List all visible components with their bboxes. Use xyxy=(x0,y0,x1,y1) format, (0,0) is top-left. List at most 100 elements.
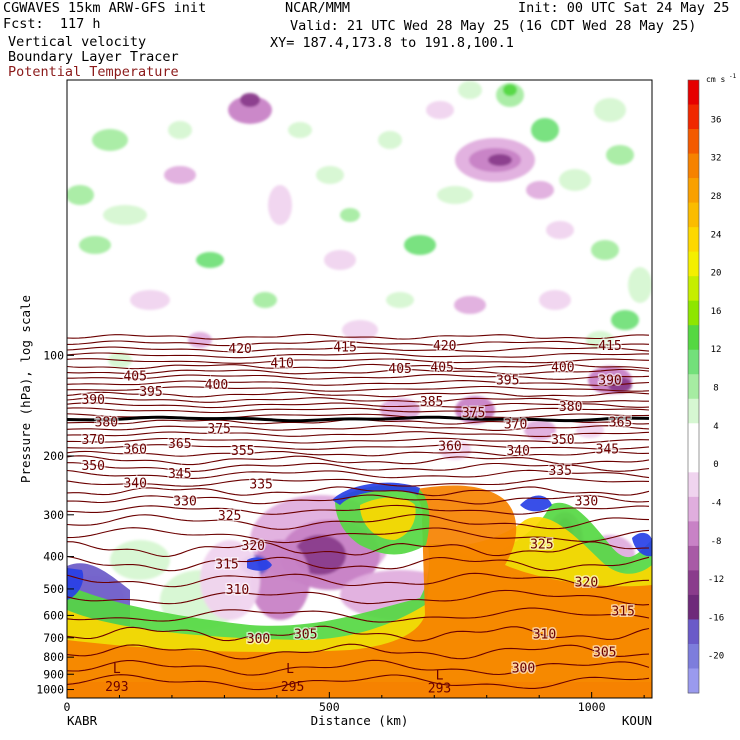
cross-section-endpoints: XY= 187.4,173.8 to 191.8,100.1 xyxy=(270,35,514,51)
theta-contour xyxy=(67,494,650,505)
theta-label: 375 xyxy=(207,422,230,437)
colorbar-tick-label: 28 xyxy=(711,192,722,202)
colorbar-tick-label: -12 xyxy=(708,575,724,585)
theta-label: 345 xyxy=(168,467,191,482)
theta-label: 330 xyxy=(575,495,598,510)
theta-contour xyxy=(67,674,650,691)
colorbar-swatch xyxy=(688,374,699,400)
colorbar-tick-label: 0 xyxy=(713,460,718,470)
velocity-cell xyxy=(503,84,517,96)
theta-contour xyxy=(67,572,650,588)
colorbar-swatch xyxy=(688,349,699,375)
theta-label: 350 xyxy=(81,459,104,474)
colorbar-swatch xyxy=(688,178,699,204)
y-tick-label: 900 xyxy=(43,667,64,681)
colorbar-swatch xyxy=(688,521,699,547)
x-tick-label: 1000 xyxy=(578,700,606,714)
velocity-cell xyxy=(454,296,486,314)
field-boundary-layer-tracer: Boundary Layer Tracer xyxy=(8,49,179,65)
velocity-cell xyxy=(628,267,652,303)
colorbar-tick-label: -4 xyxy=(711,498,722,508)
velocity-cell xyxy=(488,154,512,166)
theta-contour xyxy=(67,541,650,557)
velocity-cell xyxy=(103,205,147,225)
theta-contour xyxy=(67,607,650,623)
colorbar-swatch xyxy=(688,276,699,302)
colorbar-tick-label: 36 xyxy=(711,115,722,125)
colorbar-tick-label: 16 xyxy=(711,307,722,317)
theta-label: 335 xyxy=(249,478,272,493)
colorbar-unit: cm s xyxy=(706,75,725,84)
surface-label: L xyxy=(286,662,294,677)
colorbar-swatch xyxy=(688,153,699,179)
theta-label: 420 xyxy=(228,342,251,357)
y-tick-label: 200 xyxy=(43,449,64,463)
theta-contour xyxy=(67,486,650,497)
velocity-cell xyxy=(340,208,360,222)
theta-contour xyxy=(67,469,650,479)
surface-label: L xyxy=(113,662,121,677)
theta-label: 315 xyxy=(215,558,238,573)
colorbar-swatch xyxy=(688,619,699,645)
left-station-label: KABR xyxy=(67,713,98,728)
theta-contour xyxy=(67,380,650,386)
velocity-cell xyxy=(404,235,436,255)
theta-label: 340 xyxy=(506,444,529,459)
colorbar-swatch xyxy=(688,104,699,130)
y-tick-label: 600 xyxy=(43,608,64,622)
theta-label: 315 xyxy=(611,604,634,619)
velocity-cell xyxy=(378,131,402,149)
velocity-cell xyxy=(386,292,414,308)
velocity-cell xyxy=(168,121,192,139)
colorbar-tick-label: -16 xyxy=(708,613,724,623)
valid-time: Valid: 21 UTC Wed 28 May 25 (16 CDT Wed … xyxy=(290,18,697,34)
surface-label: 293 xyxy=(428,681,451,696)
theta-contour xyxy=(67,527,650,544)
theta-label: 340 xyxy=(123,476,146,491)
theta-label: 415 xyxy=(598,339,621,354)
colorbar-swatch xyxy=(688,398,699,424)
colorbar-swatch xyxy=(688,423,699,449)
theta-contour xyxy=(67,625,650,642)
organization: NCAR/MMM xyxy=(285,0,351,16)
y-tick-label: 800 xyxy=(43,650,64,664)
surface-label: 295 xyxy=(281,680,304,695)
theta-label: 405 xyxy=(388,362,411,377)
velocity-cell xyxy=(539,290,571,310)
theta-label: 305 xyxy=(593,646,616,661)
velocity-cell xyxy=(240,93,260,107)
theta-contour xyxy=(67,407,650,414)
colorbar-tick-label: -20 xyxy=(708,652,724,662)
y-tick-label: 1000 xyxy=(36,683,64,697)
colorbar-tick-label: 12 xyxy=(711,345,722,355)
theta-label: 300 xyxy=(247,632,270,647)
velocity-cell xyxy=(426,101,454,119)
velocity-cell xyxy=(606,145,634,165)
theta-contour xyxy=(67,402,650,409)
theta-contour xyxy=(67,462,650,472)
theta-contour xyxy=(67,555,650,572)
colorbar-swatch xyxy=(688,80,699,106)
theta-contour xyxy=(67,425,650,431)
theta-contour xyxy=(67,346,650,353)
colorbar-swatch xyxy=(688,251,699,277)
y-tick-label: 300 xyxy=(43,508,64,522)
velocity-cell xyxy=(253,292,277,308)
colorbar-tick-label: 24 xyxy=(711,230,722,240)
velocity-cell xyxy=(196,252,224,268)
theta-label: 310 xyxy=(226,583,249,598)
theta-label: 320 xyxy=(242,539,265,554)
velocity-cell xyxy=(611,310,639,330)
theta-contour xyxy=(67,368,650,375)
theta-label: 335 xyxy=(548,464,571,479)
theta-contour xyxy=(67,589,650,606)
surface-label: 293 xyxy=(105,680,128,695)
theta-label: 395 xyxy=(139,385,162,400)
theta-contour xyxy=(67,477,650,487)
theta-label: 345 xyxy=(596,443,619,458)
colorbar-swatch xyxy=(688,643,699,669)
theta-label: 365 xyxy=(609,416,632,431)
x-axis-label: Distance (km) xyxy=(311,713,409,728)
